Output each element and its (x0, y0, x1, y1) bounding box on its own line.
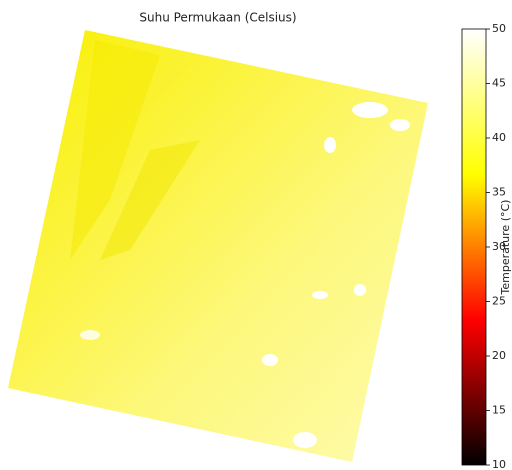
chart-title: Suhu Permukaan (Celsius) (139, 11, 296, 25)
chart: Suhu Permukaan (Celsius) Temperature (°C… (0, 0, 512, 470)
colorbar-tick-label: 25 (492, 295, 506, 308)
colorbar-tick-label: 20 (492, 349, 506, 362)
colorbar-tick-label: 45 (492, 77, 506, 90)
raster-image (8, 30, 428, 462)
colorbar (462, 29, 486, 465)
colorbar-tick-label: 40 (492, 131, 506, 144)
colorbar-tick-label: 35 (492, 186, 506, 199)
colorbar-tick-label: 10 (492, 458, 506, 470)
colorbar-tick-label: 50 (492, 22, 506, 35)
colorbar-tick-label: 30 (492, 240, 506, 253)
colorbar-tick-label: 15 (492, 404, 506, 417)
